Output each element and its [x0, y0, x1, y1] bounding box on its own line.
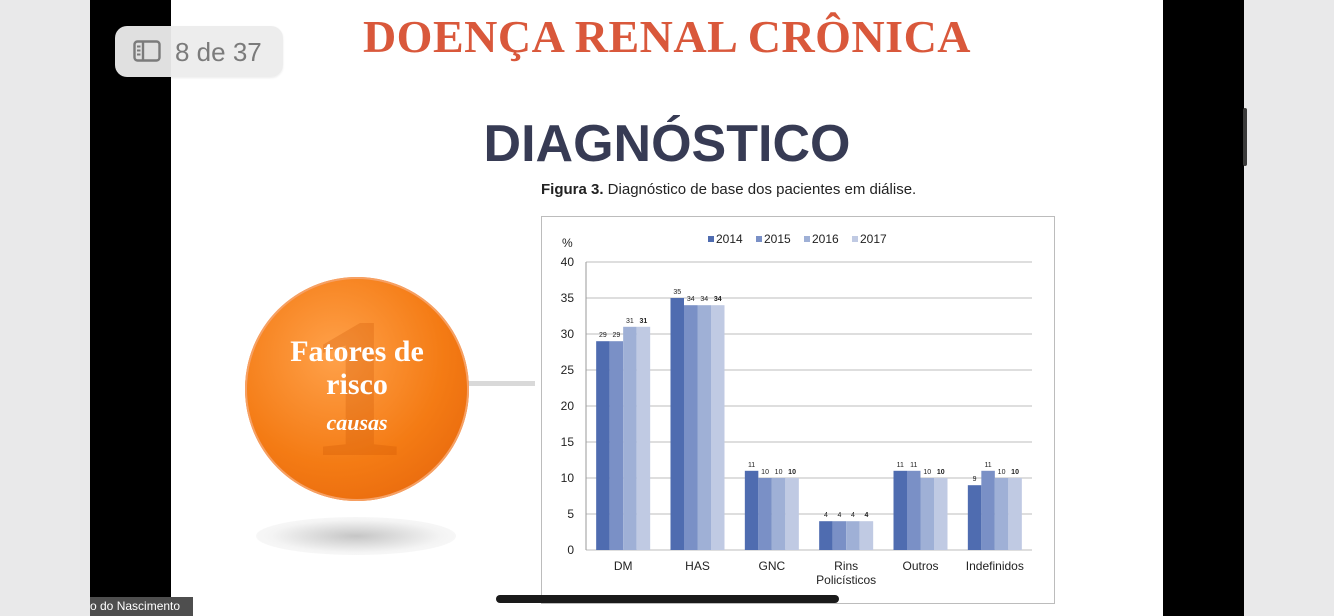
y-tick-label: 0 [567, 543, 574, 557]
bar-data-label: 10 [923, 469, 931, 476]
bar-data-label: 10 [761, 469, 769, 476]
circle-number: 1 [307, 278, 407, 499]
bar-chart: 0 5 10 15 20 25 30 35 40% 2014 2015 2016 2017 29 29 31 3… [561, 232, 1032, 587]
home-indicator[interactable] [496, 595, 839, 603]
bar [1008, 478, 1022, 550]
bar-data-label: 11 [897, 462, 904, 469]
bar [697, 305, 711, 550]
x-tick-label: Rins [834, 559, 858, 573]
bar [893, 470, 907, 550]
sidebar-icon [133, 40, 161, 62]
legend-label: 2015 [764, 232, 791, 246]
bar-data-label: 11 [748, 462, 755, 469]
bar [771, 478, 786, 550]
bar [920, 478, 934, 550]
bar-data-label: 34 [687, 296, 695, 303]
bar-data-label: 10 [937, 469, 945, 476]
bar-data-label: 34 [700, 296, 708, 303]
bar [636, 326, 651, 550]
bar [758, 478, 772, 550]
circle-line-3: causas [326, 410, 388, 435]
circle-line-1: Fatores de [290, 335, 424, 368]
y-tick-label: 35 [561, 291, 575, 305]
y-axis-label: % [562, 236, 573, 250]
bar-data-label: 11 [910, 462, 917, 469]
figure-caption-text: Diagnóstico de base dos pacientes em diá… [603, 181, 917, 198]
x-tick-label: Indefinidos [966, 559, 1024, 573]
bar-data-label: 31 [640, 318, 648, 325]
risk-factors-circle: 1 Fatores de risco causas [245, 277, 469, 501]
bar-data-label: 4 [837, 512, 841, 519]
side-handle[interactable] [1243, 108, 1247, 166]
bar [711, 305, 725, 550]
bar [846, 521, 860, 550]
connector-line [467, 381, 535, 386]
bar-data-label: 10 [788, 469, 796, 476]
slide-title: DOENÇA RENAL CRÔNICA [362, 11, 972, 62]
bar [596, 341, 610, 550]
x-tick-label: Outros [902, 559, 938, 573]
bar-data-label: 29 [613, 332, 621, 339]
y-tick-label: 40 [561, 255, 575, 269]
bar [609, 341, 624, 550]
presentation-slide: DOENÇA RENAL CRÔNICA DIAGNÓSTICO Figura … [171, 0, 1163, 616]
y-tick-label: 10 [561, 471, 575, 485]
page-indicator-text: 8 de 37 [175, 37, 262, 67]
circle-line-2: risco [326, 368, 388, 401]
legend-label: 2017 [860, 232, 887, 246]
bar [744, 470, 759, 550]
y-tick-label: 15 [561, 435, 575, 449]
bar-data-label: 34 [714, 296, 722, 303]
bar [819, 521, 833, 550]
y-tick-label: 5 [567, 507, 574, 521]
bar-data-label: 4 [851, 512, 855, 519]
circle-heading: Fatores de risco [245, 335, 469, 401]
slide-subtitle: DIAGNÓSTICO [483, 115, 851, 173]
legend-label: 2014 [716, 232, 743, 246]
page-indicator-badge[interactable]: 8 de 37 [115, 26, 283, 77]
y-tick-label: 30 [561, 327, 575, 341]
bar-data-label: 35 [673, 289, 681, 296]
bar-chart-frame: 0 5 10 15 20 25 30 35 40% 2014 2015 2016 2017 29 29 31 3… [541, 216, 1055, 604]
bar-data-label: 11 [984, 462, 991, 469]
x-tick-label: GNC [758, 559, 785, 573]
x-tick-label: HAS [685, 559, 710, 573]
bar-data-label: 29 [599, 332, 607, 339]
y-tick-label: 25 [561, 363, 575, 377]
bar-data-label: 31 [626, 318, 634, 325]
bar [981, 470, 995, 550]
legend-label: 2016 [812, 232, 839, 246]
bar [623, 326, 637, 550]
bar-data-label: 10 [1011, 469, 1019, 476]
bar-data-label: 4 [864, 512, 868, 519]
y-tick-label: 20 [561, 399, 575, 413]
bar [934, 478, 948, 550]
bar-data-label: 9 [973, 476, 977, 483]
legend-swatch [756, 236, 762, 242]
legend-swatch [804, 236, 810, 242]
figure-caption: Figura 3. Diagnóstico de base dos pacien… [541, 181, 916, 198]
bar-data-label: 4 [824, 512, 828, 519]
legend-swatch [852, 236, 858, 242]
bar [859, 521, 874, 550]
bar-data-label: 10 [775, 469, 783, 476]
bar-data-label: 10 [998, 469, 1006, 476]
bar [832, 521, 847, 550]
circle-shadow [256, 517, 456, 555]
bar [670, 298, 684, 550]
bar [785, 478, 799, 550]
bar [907, 470, 921, 550]
bar [684, 305, 698, 550]
legend-swatch [708, 236, 714, 242]
figure-caption-label: Figura 3. [541, 181, 604, 198]
x-tick-label: DM [614, 559, 633, 573]
bar [994, 478, 1009, 550]
x-tick-label: Policísticos [816, 573, 876, 587]
participant-name-tag: o do Nascimento [90, 597, 193, 616]
bar [967, 485, 982, 550]
